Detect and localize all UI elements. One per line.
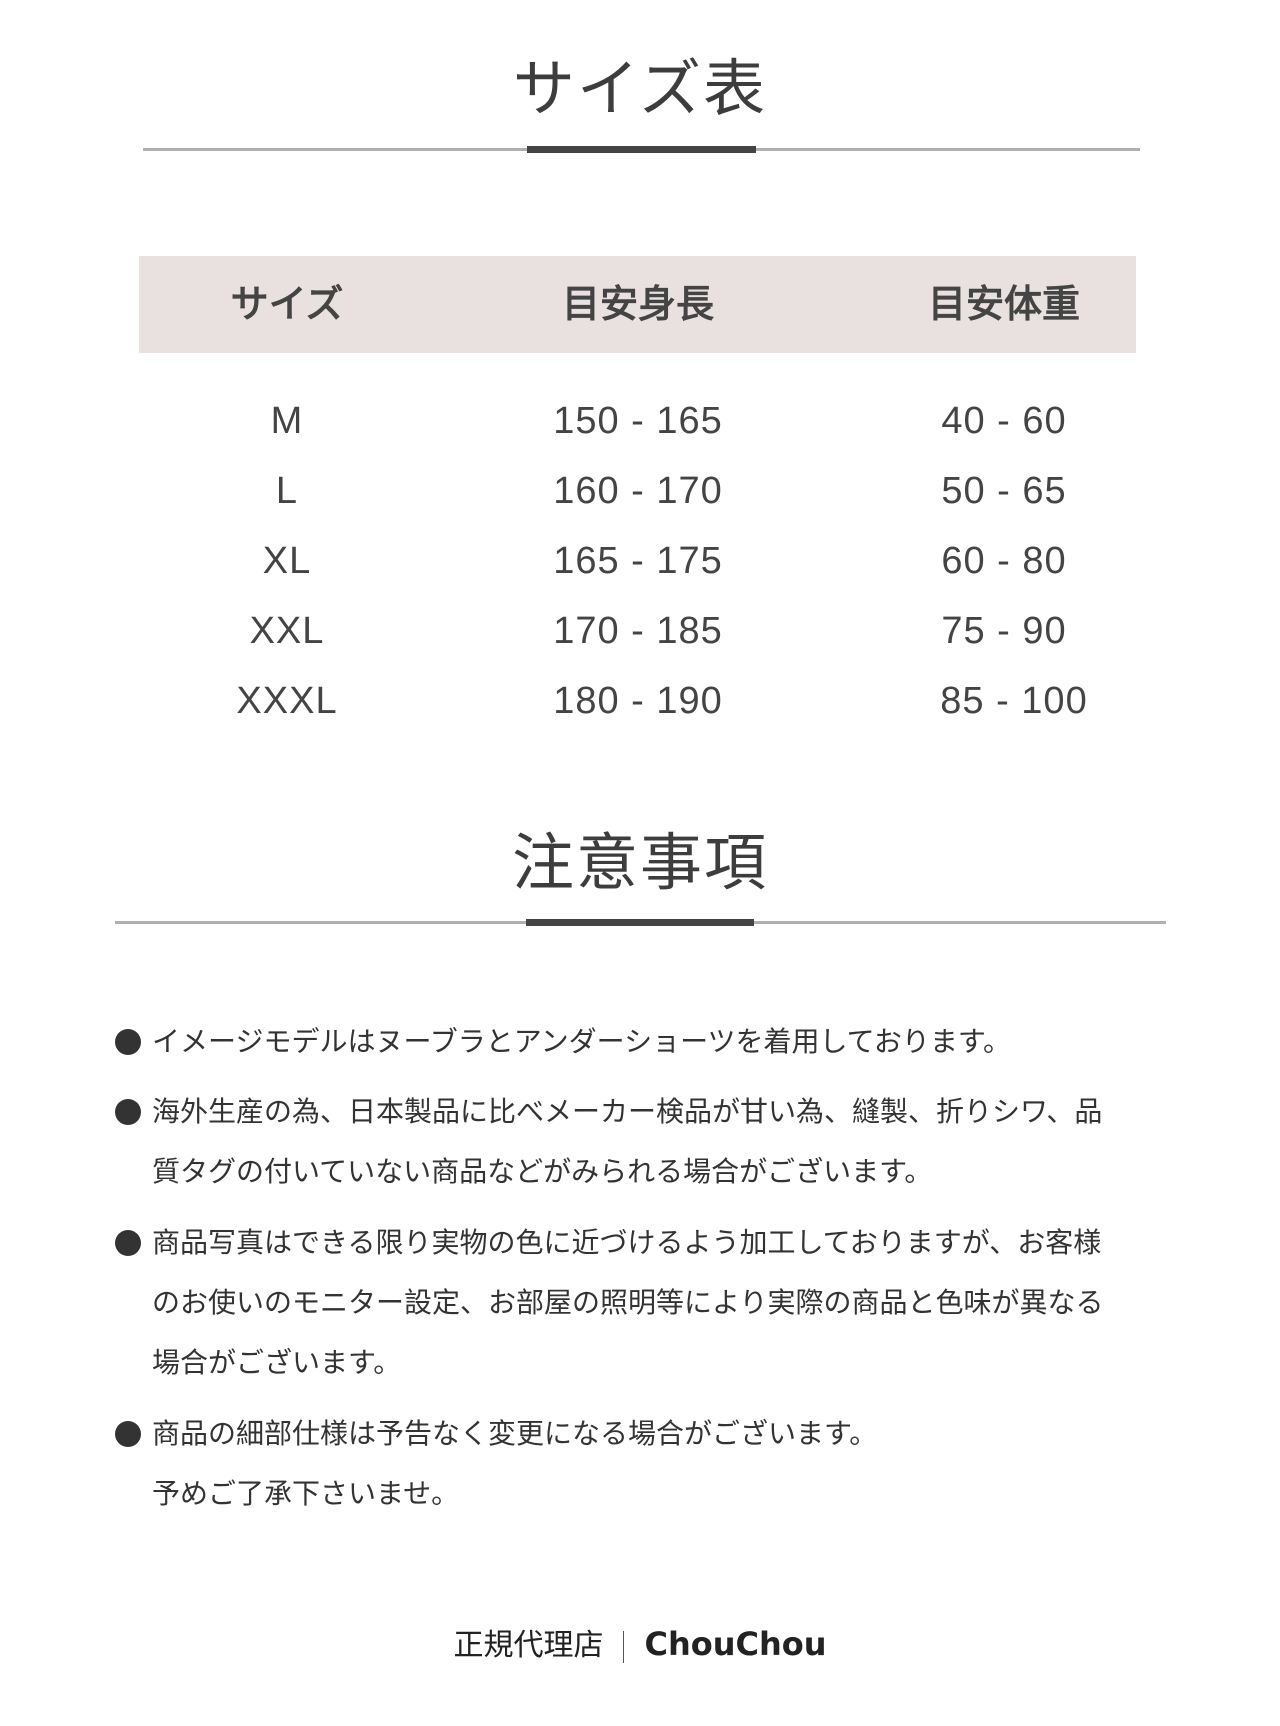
cell-size: XXL	[249, 610, 325, 652]
note-line: 商品写真はできる限り実物の色に近づけるよう加工しておりますが、お客様	[152, 1226, 1102, 1259]
header-height: 目安身長	[561, 282, 714, 326]
note-line: のお使いのモニター設定、お部屋の照明等により実際の商品と色味が異なる	[152, 1286, 1104, 1319]
note-line: 場合がございます。	[152, 1346, 402, 1379]
cell-weight: 60 - 80	[941, 540, 1067, 582]
note-line: イメージモデルはヌーブラとアンダーショーツを着用しております。	[152, 1025, 1012, 1058]
note-item: イメージモデルはヌーブラとアンダーショーツを着用しております。	[115, 1012, 1185, 1072]
cell-height: 160 - 170	[553, 470, 723, 512]
cell-weight: 50 - 65	[941, 470, 1067, 512]
bullet-icon	[115, 1029, 141, 1055]
cell-weight: 75 - 90	[941, 610, 1067, 652]
cell-height: 165 - 175	[553, 540, 723, 582]
note-item: 商品の細部仕様は予告なく変更になる場合がございます。 予めご了承下さいませ。	[115, 1404, 1185, 1524]
cell-weight: 85 - 100	[940, 680, 1088, 722]
cell-height: 170 - 185	[553, 610, 723, 652]
note-line: 予めご了承下さいませ。	[152, 1477, 460, 1510]
cell-size: XL	[262, 540, 312, 582]
note-item: 商品写真はできる限り実物の色に近づけるよう加工しておりますが、お客様 のお使いの…	[115, 1213, 1185, 1393]
notes-title: 注意事項	[511, 826, 768, 899]
note-line: 商品の細部仕様は予告なく変更になる場合がございます。	[152, 1417, 878, 1450]
cell-weight: 40 - 60	[941, 400, 1067, 442]
bullet-icon	[115, 1421, 141, 1447]
notes-accent-bar	[526, 919, 754, 926]
cell-height: 150 - 165	[553, 400, 723, 442]
note-item: 海外生産の為、日本製品に比べメーカー検品が甘い為、縫製、折りシワ、品 質タグの付…	[115, 1082, 1185, 1202]
footer-separator	[623, 1630, 625, 1663]
brand-logo: ChouChou	[644, 1625, 827, 1663]
cell-size: L	[275, 470, 299, 512]
header-size: サイズ	[230, 282, 344, 326]
size-chart-title: サイズ表	[512, 52, 768, 125]
cell-size: M	[270, 400, 304, 442]
title-accent-bar	[527, 146, 756, 153]
size-table-header: サイズ 目安身長 目安体重	[139, 256, 1136, 353]
note-line: 海外生産の為、日本製品に比べメーカー検品が甘い為、縫製、折りシワ、品	[152, 1095, 1103, 1128]
bullet-icon	[115, 1230, 141, 1256]
cell-height: 180 - 190	[553, 680, 723, 722]
header-weight: 目安体重	[927, 282, 1080, 326]
note-line: 質タグの付いていない商品などがみられる場合がございます。	[152, 1155, 933, 1188]
footer: 正規代理店 ChouChou	[0, 1620, 1280, 1664]
cell-size: XXXL	[236, 680, 338, 722]
bullet-icon	[115, 1099, 141, 1125]
footer-label: 正規代理店	[453, 1628, 604, 1663]
